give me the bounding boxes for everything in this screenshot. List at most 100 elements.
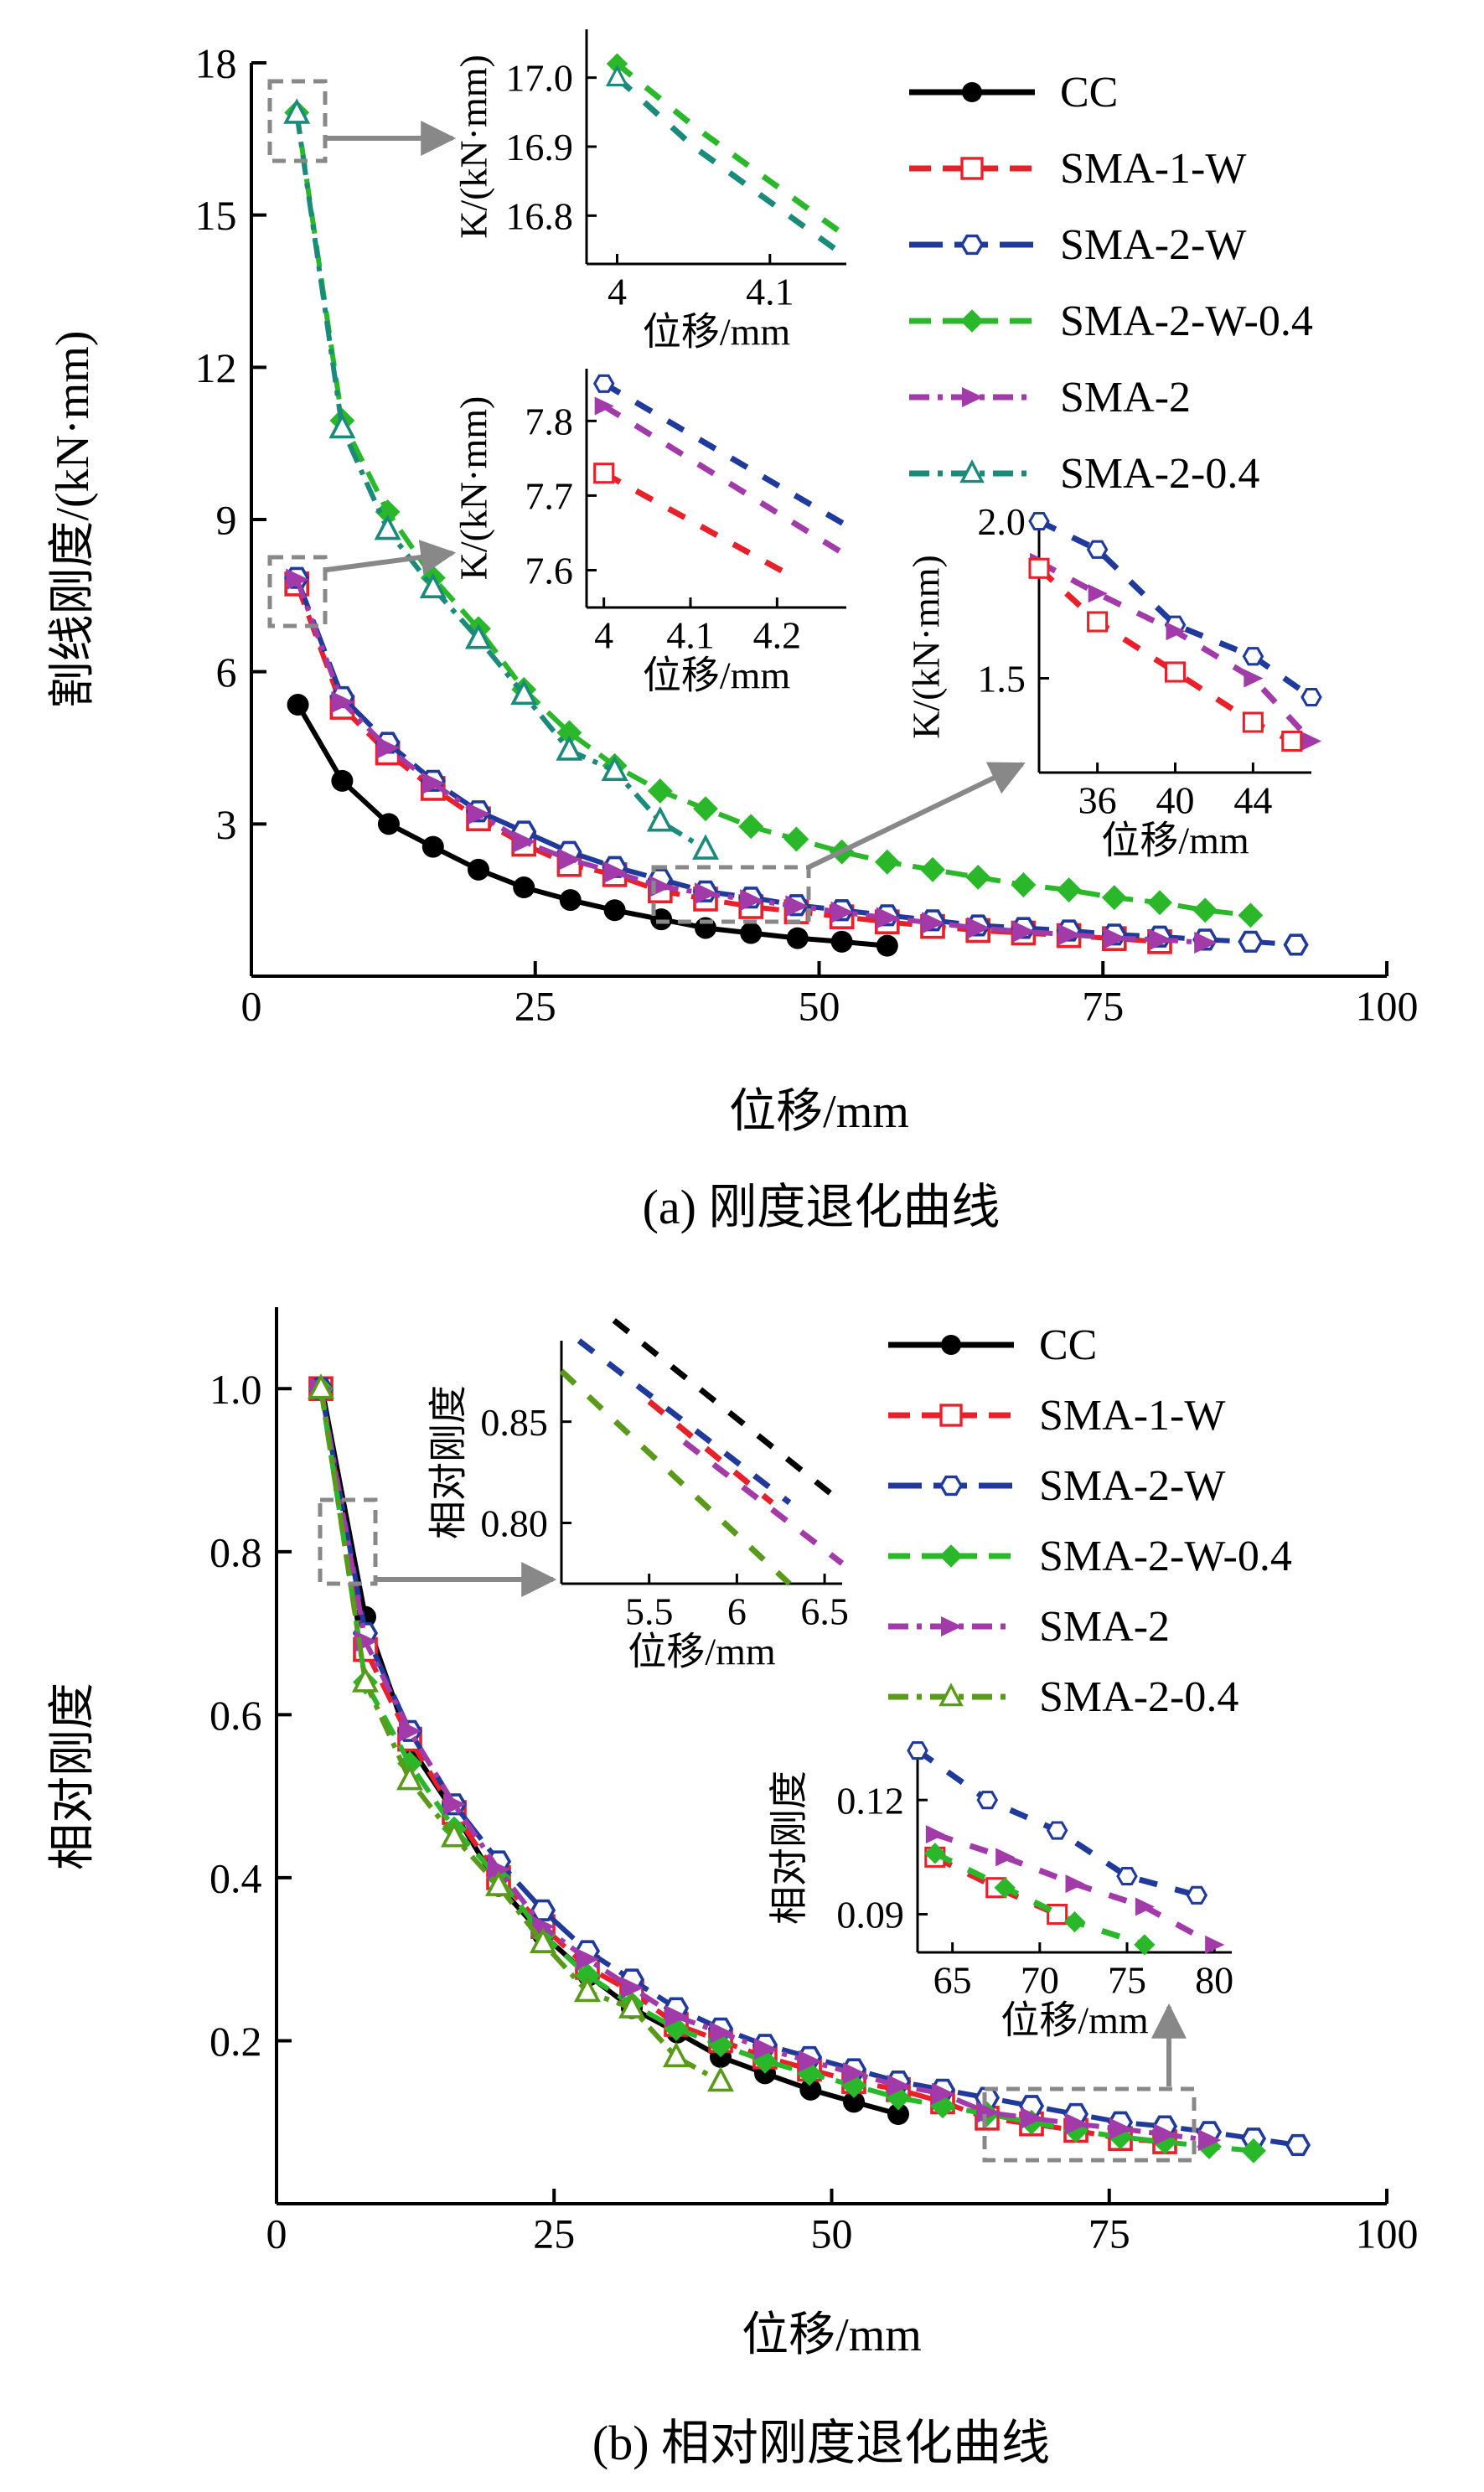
x-tick-label: 5.5 [625,1590,674,1632]
inset-x-axis-label: 位移/mm [643,654,791,697]
data-point-sma-2 [710,2021,733,2044]
inset-series-sma-1-w [647,1399,774,1506]
data-point-sma-2 [603,861,627,883]
inset-point-sma-2-w-0-4 [924,1843,946,1864]
inset-a2: 4 4.1 4.2 7.6 7.7 7.8 位移/mm K/(kN·mm) [452,369,848,697]
inset-series-sma-2 [1037,559,1314,743]
inset-point-sma-2-w [1300,687,1322,707]
inset-y-axis-label: K/(kN·mm) [452,54,494,239]
data-point-cc [559,889,582,912]
legend-item-sma-2-w: SMA-2-W [909,221,1246,269]
legend-item-sma-2: SMA-2 [909,374,1191,421]
data-point-sma-2-w-0-4 [1056,877,1082,903]
y-tick-label: 6 [216,649,237,695]
data-point-sma-2-0-4 [510,679,538,706]
inset-point-sma-2-w [592,374,615,393]
series-sma-2-0-4 [283,98,720,860]
y-tick-label: 0.8 [209,1528,262,1575]
legend-label: SMA-2-0.4 [1060,450,1259,498]
legend-label: SMA-2 [1039,1603,1170,1651]
data-point-cc [830,930,853,953]
y-tick-label: 7.7 [525,475,573,518]
legend-marker [939,1404,963,1427]
data-point-cc [287,694,309,716]
legend-item-sma-2-w: SMA-2-W [888,1462,1225,1510]
x-tick-label: 40 [1156,778,1195,821]
data-point-cc [650,908,673,931]
data-point-sma-2 [1021,2107,1044,2129]
y-axis-label: 相对刚度 [47,1683,99,1870]
stiffness-degradation-chart: 0 25 50 75 100369121518位移/mm割线刚度/(kN·mm)CCSM… [47,29,1419,1138]
inset-point-sma-2 [1302,732,1322,751]
data-point-sma-2-w-0-4 [1011,872,1037,897]
legend-label: SMA-2-W-0.4 [1039,1533,1292,1580]
legend-item-cc: CC [888,1321,1097,1369]
inset-series-sma-2-0-4 [615,75,849,260]
inset-series-sma-2 [602,403,848,558]
data-point-sma-2 [1057,923,1081,946]
legend-item-sma-1-w: SMA-1-W [909,145,1246,193]
data-point-sma-2 [621,1977,644,1999]
data-point-sma-2 [887,2074,911,2096]
series-line-sma-1-w [294,582,1161,944]
data-point-sma-2-0-4 [351,1667,380,1693]
x-tick-label: 100 [1356,983,1419,1030]
y-tick-label: 3 [216,801,237,848]
inset-x-axis-label: 位移/mm [1001,1999,1149,2042]
y-tick-label: 1.5 [977,658,1026,701]
data-point-sma-2 [1154,2123,1177,2146]
data-point-sma-2 [843,2062,866,2085]
data-point-sma-2 [740,889,763,912]
inset-point-sma-2 [1166,622,1186,641]
inset-point-sma-2-w [1046,1821,1068,1840]
y-tick-label: 0.2 [209,2018,262,2065]
data-point-cc [887,2103,909,2125]
y-tick-label: 0.85 [480,1401,548,1444]
legend-item-sma-2-w-0-4: SMA-2-W-0.4 [909,297,1313,345]
data-point-sma-2-w-0-4 [1238,902,1264,928]
x-tick-label: 0 [241,983,262,1030]
data-point-sma-2-w-0-4 [575,1962,600,1988]
data-point-sma-2-w-0-4 [1063,2117,1088,2143]
inset-series-sma-2-w-0-4 [615,61,849,239]
inset-series-sma-1-w [1037,566,1294,744]
y-tick-label: 1.0 [209,1366,262,1413]
data-point-sma-2 [967,917,990,939]
inset-series-sma-1-w [602,470,796,581]
legend-label: SMA-2-W [1039,1462,1225,1510]
x-tick-label: 4 [608,270,627,313]
x-tick-label: 36 [1078,778,1117,821]
data-point-sma-2-w-0-4 [886,2085,911,2111]
inset-y-axis-label: K/(kN·mm) [904,555,947,739]
inset-a1: 4 4.1 16.8 16.9 17.0 位移/mm K/(kN·mm) [452,29,849,354]
inset-b1: 5.5 6 6.5 0.80 0.85 位移/mm 相对刚度 [427,1318,849,1673]
data-point-sma-2 [976,2102,1000,2124]
legend-item-cc: CC [909,69,1118,116]
data-point-sma-2 [1198,2129,1222,2152]
data-point-sma-2-w-0-4 [965,864,991,890]
inset-x-axis-label: 位移/mm [643,311,791,354]
data-point-sma-2 [754,2038,778,2060]
inset-b2: 65 70 75 80 0.09 0.12 位移/mm 相对刚度 [768,1741,1233,2042]
y-tick-label: 17.0 [505,57,573,100]
data-point-sma-2 [577,1948,600,1971]
legend-label: SMA-2-W-0.4 [1060,297,1313,345]
data-point-sma-2 [932,2082,955,2105]
inset-point-sma-2-w [1242,647,1264,666]
data-point-sma-2-w [1238,930,1264,953]
data-point-sma-2-w-0-4 [920,856,945,882]
zoom-box-a1 [267,79,328,163]
data-point-sma-2-w-0-4 [783,826,809,852]
legend-marker [941,1616,963,1636]
series-line-sma-2-w-0-4 [294,111,1251,918]
inset-a3: 36 40 44 1.5 2.0 位移/mm K/(kN·mm) [904,500,1322,862]
data-point-sma-2-0-4 [662,2041,690,2068]
inset-point-sma-1-w [1242,711,1264,733]
data-point-sma-2 [922,912,945,934]
y-tick-label: 15 [195,192,237,239]
inset-point-sma-2-w [1028,511,1050,531]
series-line-sma-2-0-4 [318,1388,722,2084]
inset-point-sma-2-w [1116,1867,1138,1886]
inset-point-sma-2 [1065,1874,1085,1894]
